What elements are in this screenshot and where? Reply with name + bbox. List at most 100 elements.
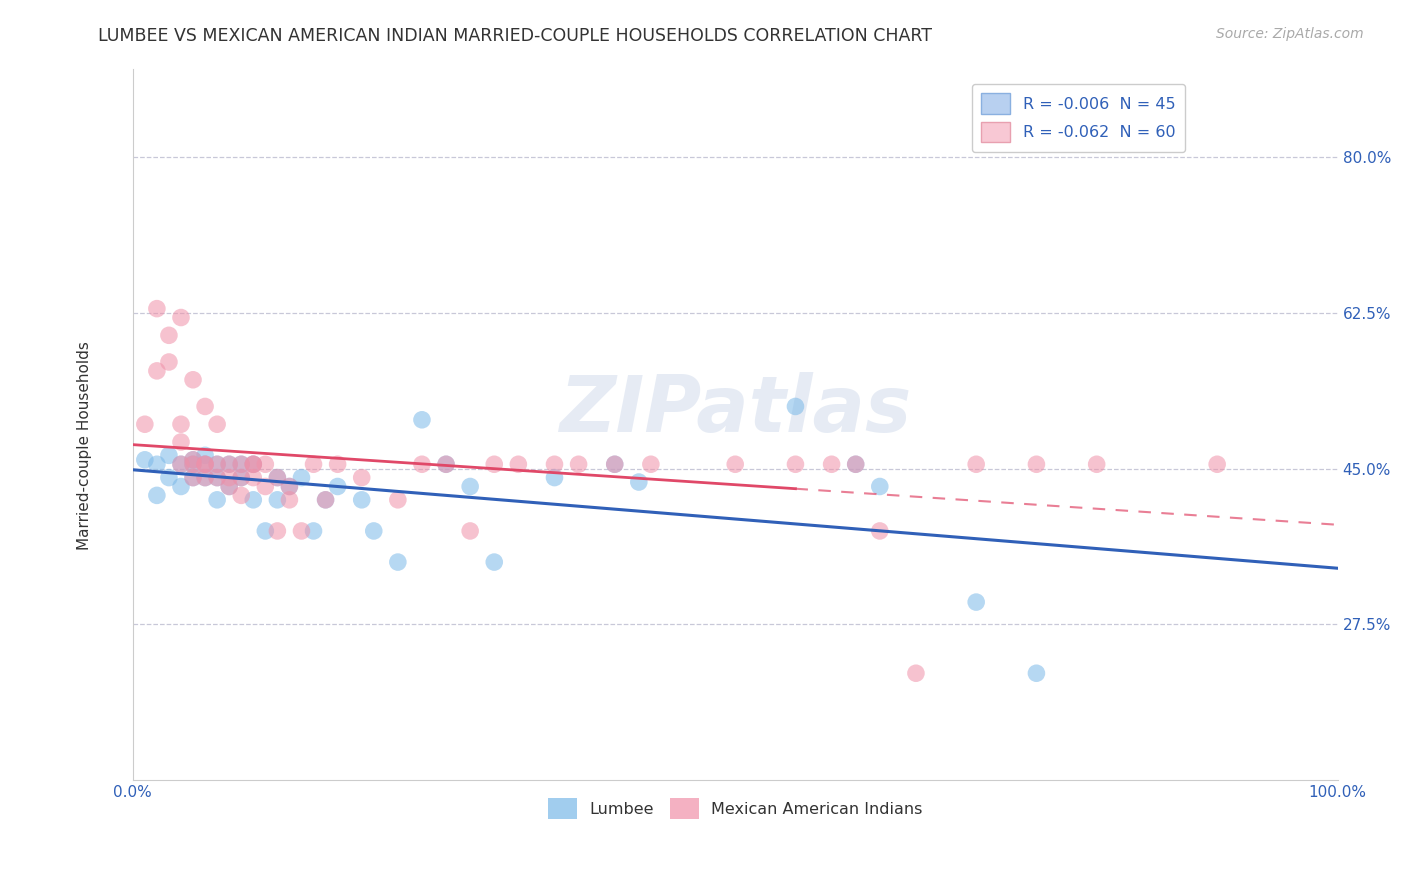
Point	[194, 457, 217, 471]
Point	[231, 470, 253, 484]
Point	[170, 457, 193, 471]
Point	[627, 475, 650, 489]
Point	[326, 457, 349, 471]
Point	[869, 524, 891, 538]
Point	[508, 457, 530, 471]
Point	[170, 310, 193, 325]
Point	[134, 452, 156, 467]
Point	[458, 524, 481, 538]
Point	[170, 457, 193, 471]
Point	[724, 457, 747, 471]
Point	[1206, 457, 1229, 471]
Point	[218, 457, 240, 471]
Point	[603, 457, 626, 471]
Point	[640, 457, 662, 471]
Point	[1025, 666, 1047, 681]
Point	[350, 470, 373, 484]
Point	[785, 400, 807, 414]
Point	[543, 457, 565, 471]
Point	[231, 457, 253, 471]
Point	[231, 457, 253, 471]
Point	[568, 457, 591, 471]
Point	[290, 524, 312, 538]
Text: ZIPatlas: ZIPatlas	[560, 372, 911, 448]
Point	[254, 524, 277, 538]
Point	[205, 417, 228, 432]
Point	[242, 470, 264, 484]
Point	[254, 457, 277, 471]
Point	[146, 364, 169, 378]
Text: Married-couple Households: Married-couple Households	[77, 342, 91, 550]
Point	[785, 457, 807, 471]
Point	[181, 452, 204, 467]
Point	[242, 492, 264, 507]
Point	[205, 457, 228, 471]
Point	[181, 452, 204, 467]
Point	[146, 488, 169, 502]
Legend: Lumbee, Mexican American Indians: Lumbee, Mexican American Indians	[541, 792, 929, 825]
Point	[242, 457, 264, 471]
Point	[1085, 457, 1108, 471]
Point	[278, 479, 301, 493]
Point	[157, 448, 180, 462]
Point	[387, 492, 409, 507]
Point	[266, 470, 288, 484]
Point	[266, 470, 288, 484]
Point	[157, 470, 180, 484]
Point	[965, 595, 987, 609]
Point	[484, 457, 506, 471]
Point	[194, 470, 217, 484]
Point	[205, 470, 228, 484]
Point	[290, 470, 312, 484]
Point	[543, 470, 565, 484]
Point	[302, 524, 325, 538]
Point	[218, 479, 240, 493]
Point	[278, 492, 301, 507]
Point	[302, 457, 325, 471]
Point	[820, 457, 842, 471]
Point	[170, 417, 193, 432]
Point	[218, 479, 240, 493]
Point	[157, 355, 180, 369]
Point	[194, 457, 217, 471]
Point	[134, 417, 156, 432]
Point	[231, 488, 253, 502]
Point	[484, 555, 506, 569]
Point	[387, 555, 409, 569]
Point	[157, 328, 180, 343]
Point	[181, 373, 204, 387]
Point	[315, 492, 337, 507]
Point	[194, 470, 217, 484]
Point	[170, 435, 193, 450]
Point	[411, 413, 433, 427]
Point	[350, 492, 373, 507]
Point	[205, 457, 228, 471]
Point	[242, 457, 264, 471]
Point	[170, 479, 193, 493]
Point	[434, 457, 457, 471]
Point	[181, 457, 204, 471]
Point	[218, 470, 240, 484]
Point	[363, 524, 385, 538]
Point	[254, 479, 277, 493]
Point	[194, 400, 217, 414]
Point	[242, 457, 264, 471]
Point	[326, 479, 349, 493]
Point	[181, 470, 204, 484]
Text: Source: ZipAtlas.com: Source: ZipAtlas.com	[1216, 27, 1364, 41]
Point	[146, 301, 169, 316]
Point	[434, 457, 457, 471]
Point	[845, 457, 868, 471]
Point	[218, 457, 240, 471]
Text: LUMBEE VS MEXICAN AMERICAN INDIAN MARRIED-COUPLE HOUSEHOLDS CORRELATION CHART: LUMBEE VS MEXICAN AMERICAN INDIAN MARRIE…	[98, 27, 932, 45]
Point	[231, 470, 253, 484]
Point	[194, 457, 217, 471]
Point	[845, 457, 868, 471]
Point	[869, 479, 891, 493]
Point	[904, 666, 927, 681]
Point	[181, 457, 204, 471]
Point	[266, 524, 288, 538]
Point	[278, 479, 301, 493]
Point	[194, 448, 217, 462]
Point	[965, 457, 987, 471]
